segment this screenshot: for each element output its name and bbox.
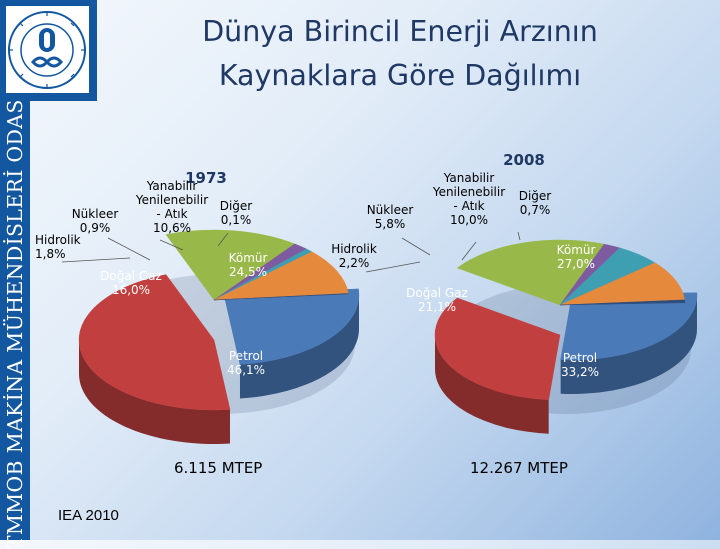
pie-slice-diger [559, 299, 686, 306]
slice-label-hidrolik: Hidrolik 1,8% [35, 233, 81, 261]
slice-label-dogal-gaz: Doğal Gaz 16,0% [100, 269, 162, 297]
leader-line [61, 257, 131, 263]
pie-title: 2008 [503, 151, 545, 169]
leader-line [217, 232, 229, 247]
pie-slice-diger [213, 293, 349, 301]
slice-label-komur: Kömür 24,5% [229, 251, 268, 279]
pie-chart-2008: 2008 Kömür 27,0% Petrol 33,2% Doğal Gaz 21,1% H… [331, 151, 698, 434]
leader-line [365, 261, 421, 273]
slice-label-diger: Diğer 0,7% [519, 189, 552, 217]
slice-label-dogal-gaz: Doğal Gaz 21,1% [406, 286, 468, 314]
pie-slice-komur [560, 292, 698, 361]
slice-label-hidrolik: Hidrolik 2,2% [331, 242, 377, 270]
pie-slice-petrol [78, 274, 231, 411]
slice-label-petrol: Petrol 33,2% [561, 351, 599, 379]
pie-chart-1973: 1973 Kömür 24,5% Petrol 46,1% Doğal Gaz 16,0% H… [35, 169, 360, 444]
leader-line [401, 237, 431, 256]
leader-line [517, 231, 521, 241]
total-1973: 6.115 MTEP [174, 459, 263, 477]
leader-line [461, 241, 477, 261]
pie-side-komur [560, 295, 697, 394]
leader-line [107, 237, 151, 261]
pie-side-petrol [79, 340, 230, 444]
pie-side-petrol [435, 335, 549, 434]
slice-label-komur: Kömür 27,0% [557, 243, 596, 271]
logo-emblem-icon [8, 11, 86, 89]
pie-slice-dogal-gaz [165, 229, 296, 301]
pie-slice-petrol [434, 297, 561, 400]
data-source: IEA 2010 [58, 507, 119, 524]
slice-label-nukleer: Nükleer 0,9% [72, 207, 119, 235]
slice-label-petrol: Petrol 46,1% [227, 349, 265, 377]
page-title: Dünya Birincil Enerji Arzının Kaynaklara… [140, 10, 660, 98]
title-line-1: Dünya Birincil Enerji Arzının [202, 15, 598, 48]
slice-label-yanabilir-yenilenebilir-atik: Yanabilir Yenilenebilir - Atık 10,6% [135, 179, 208, 235]
pie-slice-komur [223, 288, 360, 365]
pie-slice-dogal-gaz [456, 239, 605, 306]
leader-line [159, 239, 184, 251]
slice-label-nukleer: Nükleer 5,8% [367, 203, 414, 231]
title-line-2: Kaynaklara Göre Dağılımı [218, 59, 582, 92]
slice-label-yanabilir-yenilenebilir-atik: Yanabilir Yenilenebilir - Atık 10,0% [432, 171, 505, 227]
pie-title: 1973 [185, 169, 227, 187]
pie-slice-yanabilir-yenilenebilir-atik [559, 262, 685, 306]
total-2008: 12.267 MTEP [470, 459, 568, 477]
pie-side-komur [239, 295, 359, 399]
slice-label-diger: Diğer 0,1% [220, 199, 253, 227]
organization-logo [0, 0, 97, 101]
pie-slice-yanabilir-yenilenebilir-atik [213, 251, 349, 301]
